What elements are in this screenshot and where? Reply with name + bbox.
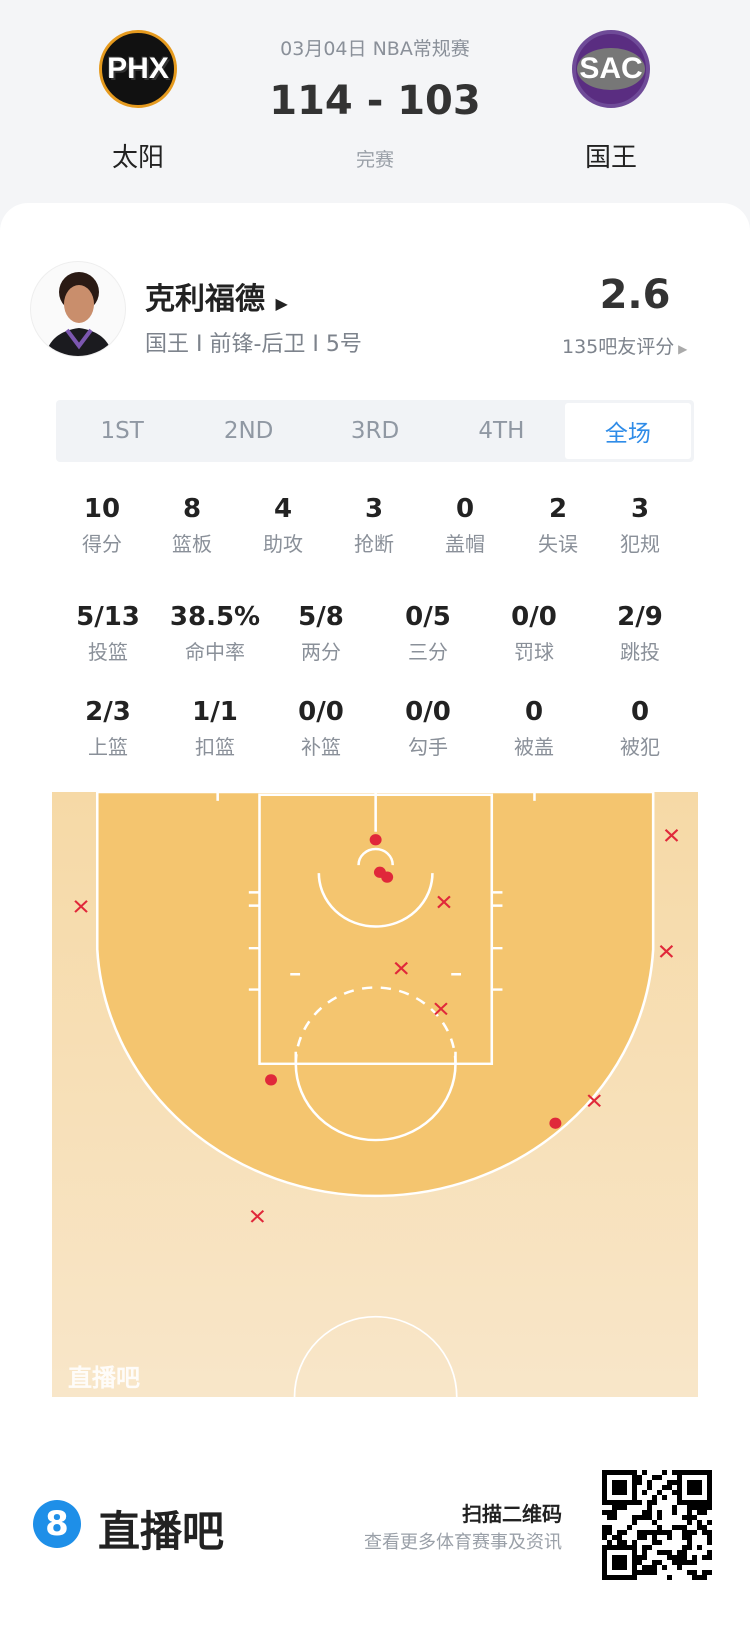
stat-value: 0 bbox=[630, 697, 650, 727]
stat-item: 8 篮板 bbox=[137, 493, 247, 559]
tab-2nd[interactable]: 2ND bbox=[223, 418, 274, 444]
player-info: 国王 I 前锋-后卫 I 5号 bbox=[145, 332, 362, 357]
stat-value: 0 bbox=[524, 697, 544, 727]
stat-value: 3 bbox=[364, 494, 384, 524]
stat-item: 0/0 补篮 bbox=[266, 696, 376, 762]
stat-value: 4 bbox=[273, 494, 293, 524]
stat-item: 1/1 扣篮 bbox=[160, 696, 270, 762]
missed-shot-marker bbox=[394, 961, 408, 975]
stat-value: 0/0 bbox=[511, 602, 557, 632]
stat-label: 被犯 bbox=[620, 735, 660, 759]
stat-item: 5/13 投篮 bbox=[53, 601, 163, 667]
stat-item: 3 抢断 bbox=[319, 493, 429, 559]
zhibo8-logo-icon: 8 bbox=[33, 1500, 81, 1548]
home-team-name: 太阳 bbox=[111, 143, 164, 173]
stat-value: 2/9 bbox=[617, 602, 663, 632]
stat-value: 1/1 bbox=[192, 697, 238, 727]
player-name-link[interactable]: 克利福德 ▶ bbox=[145, 282, 288, 317]
sac-team-logo[interactable]: SAC bbox=[572, 30, 650, 108]
stat-item: 0/5 三分 bbox=[373, 601, 483, 667]
stat-label: 投篮 bbox=[88, 640, 128, 664]
stat-value: 5/13 bbox=[76, 602, 140, 632]
missed-shot-marker bbox=[664, 829, 679, 842]
qr-subtitle: 查看更多体育赛事及资讯 bbox=[364, 1532, 562, 1553]
player-avatar bbox=[30, 261, 126, 357]
phx-team-logo[interactable]: PHX bbox=[99, 30, 177, 108]
stat-label: 被盖 bbox=[514, 735, 554, 759]
stat-label: 跳投 bbox=[620, 640, 660, 664]
missed-shot-marker bbox=[659, 945, 674, 958]
stat-label: 上篮 bbox=[88, 735, 128, 759]
stat-value: 2/3 bbox=[85, 697, 131, 727]
player-rating: 2.6 bbox=[599, 272, 671, 318]
stat-value: 5/8 bbox=[298, 602, 344, 632]
missed-shot-marker bbox=[250, 1210, 265, 1223]
game-score: 114 - 103 bbox=[269, 78, 481, 124]
missed-shot-marker bbox=[437, 895, 451, 909]
three-point-line bbox=[95, 792, 655, 1198]
stat-item: 10 得分 bbox=[47, 493, 157, 559]
caret-right-icon: ▶ bbox=[674, 342, 688, 356]
stat-item: 2/3 上篮 bbox=[53, 696, 163, 762]
tab-全场[interactable]: 全场 bbox=[564, 403, 692, 459]
stat-item: 3 犯规 bbox=[585, 493, 695, 559]
stat-value: 8 bbox=[182, 494, 202, 524]
tab-4th[interactable]: 4TH bbox=[478, 418, 525, 444]
stat-item: 0 被盖 bbox=[479, 696, 589, 762]
stat-label: 得分 bbox=[82, 532, 122, 556]
shot-chart bbox=[52, 792, 698, 1397]
rating-count-link[interactable]: 135吧友评分 ▶ bbox=[562, 336, 688, 358]
stat-item: 38.5% 命中率 bbox=[160, 601, 270, 667]
stat-item: 2 失误 bbox=[503, 493, 613, 559]
missed-shot-marker bbox=[74, 900, 88, 913]
away-team-name: 国王 bbox=[584, 143, 637, 173]
stat-label: 抢断 bbox=[354, 532, 394, 556]
stat-label: 两分 bbox=[301, 640, 341, 664]
stat-label: 失误 bbox=[538, 532, 578, 556]
stat-label: 篮板 bbox=[172, 532, 212, 556]
game-status: 完赛 bbox=[355, 149, 394, 171]
footer-brand: 直播吧 bbox=[98, 1507, 225, 1556]
stat-value: 0/5 bbox=[405, 602, 451, 632]
caret-right-icon: ▶ bbox=[275, 294, 288, 313]
stat-value: 3 bbox=[630, 494, 650, 524]
stat-item: 2/9 跳投 bbox=[585, 601, 695, 667]
stat-label: 补篮 bbox=[301, 735, 341, 759]
stat-label: 盖帽 bbox=[445, 532, 485, 556]
stat-label: 罚球 bbox=[514, 640, 554, 664]
missed-shot-marker bbox=[587, 1094, 601, 1108]
stat-label: 扣篮 bbox=[195, 735, 235, 759]
game-date-league: 03月04日 NBA常规赛 bbox=[280, 38, 470, 60]
qr-title: 扫描二维码 bbox=[462, 1502, 562, 1526]
stat-value: 0/0 bbox=[298, 697, 344, 727]
stat-item: 4 助攻 bbox=[228, 493, 338, 559]
stat-item: 0 被犯 bbox=[585, 696, 695, 762]
made-shot-marker bbox=[381, 871, 394, 883]
stat-value: 0/0 bbox=[405, 697, 451, 727]
stat-item: 5/8 两分 bbox=[266, 601, 376, 667]
stat-value: 10 bbox=[83, 494, 121, 524]
stat-label: 勾手 bbox=[408, 735, 448, 759]
stat-item: 0/0 勾手 bbox=[373, 696, 483, 762]
stat-value: 2 bbox=[548, 494, 568, 524]
stat-label: 犯规 bbox=[620, 532, 660, 556]
court-lines bbox=[216, 792, 536, 1397]
stat-value: 38.5% bbox=[169, 602, 261, 632]
stat-value: 0 bbox=[455, 494, 475, 524]
watermark: 直播吧 bbox=[68, 1364, 140, 1392]
tab-3rd[interactable]: 3RD bbox=[350, 418, 400, 444]
period-tabs: 1ST 2ND 3RD 4TH 全场 bbox=[56, 400, 694, 462]
stat-label: 命中率 bbox=[185, 640, 245, 664]
tab-1st[interactable]: 1ST bbox=[100, 418, 144, 444]
stat-item: 0 盖帽 bbox=[410, 493, 520, 559]
missed-shot-marker bbox=[434, 1002, 448, 1016]
stat-label: 助攻 bbox=[263, 532, 303, 556]
made-shot-marker bbox=[265, 1074, 278, 1086]
made-shot-marker bbox=[369, 834, 382, 846]
made-shot-marker bbox=[549, 1117, 562, 1129]
stat-label: 三分 bbox=[408, 640, 448, 664]
stat-item: 0/0 罚球 bbox=[479, 601, 589, 667]
qr-code[interactable] bbox=[602, 1470, 712, 1580]
